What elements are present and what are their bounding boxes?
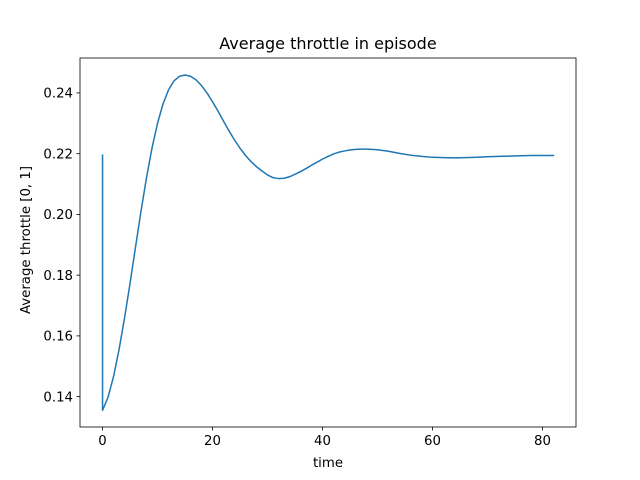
y-axis-label: Average throttle [0, 1] — [19, 166, 34, 314]
series-line-0 — [101, 74, 555, 412]
y-tick-label: 0.14 — [43, 390, 73, 405]
x-tick-label: 20 — [204, 434, 221, 449]
x-tick-label: 40 — [314, 434, 331, 449]
axes: 0 20 40 60 80 0.14 0.16 0.18 0.20 0.22 0.24 — [43, 57, 577, 449]
x-axis-label: time — [313, 456, 343, 471]
x-tick-label: 80 — [534, 434, 551, 449]
x-tick-label: 60 — [424, 434, 441, 449]
plot-area — [101, 74, 555, 412]
axes-frame — [79, 57, 577, 428]
y-tick-label: 0.18 — [43, 269, 73, 284]
chart-title: Average throttle in episode — [219, 34, 436, 53]
x-tick-label: 0 — [98, 434, 106, 449]
y-tick-label: 0.20 — [43, 208, 73, 223]
y-tick-label: 0.22 — [43, 147, 73, 162]
y-tick-label: 0.16 — [43, 330, 73, 345]
y-tick-label: 0.24 — [43, 87, 73, 102]
